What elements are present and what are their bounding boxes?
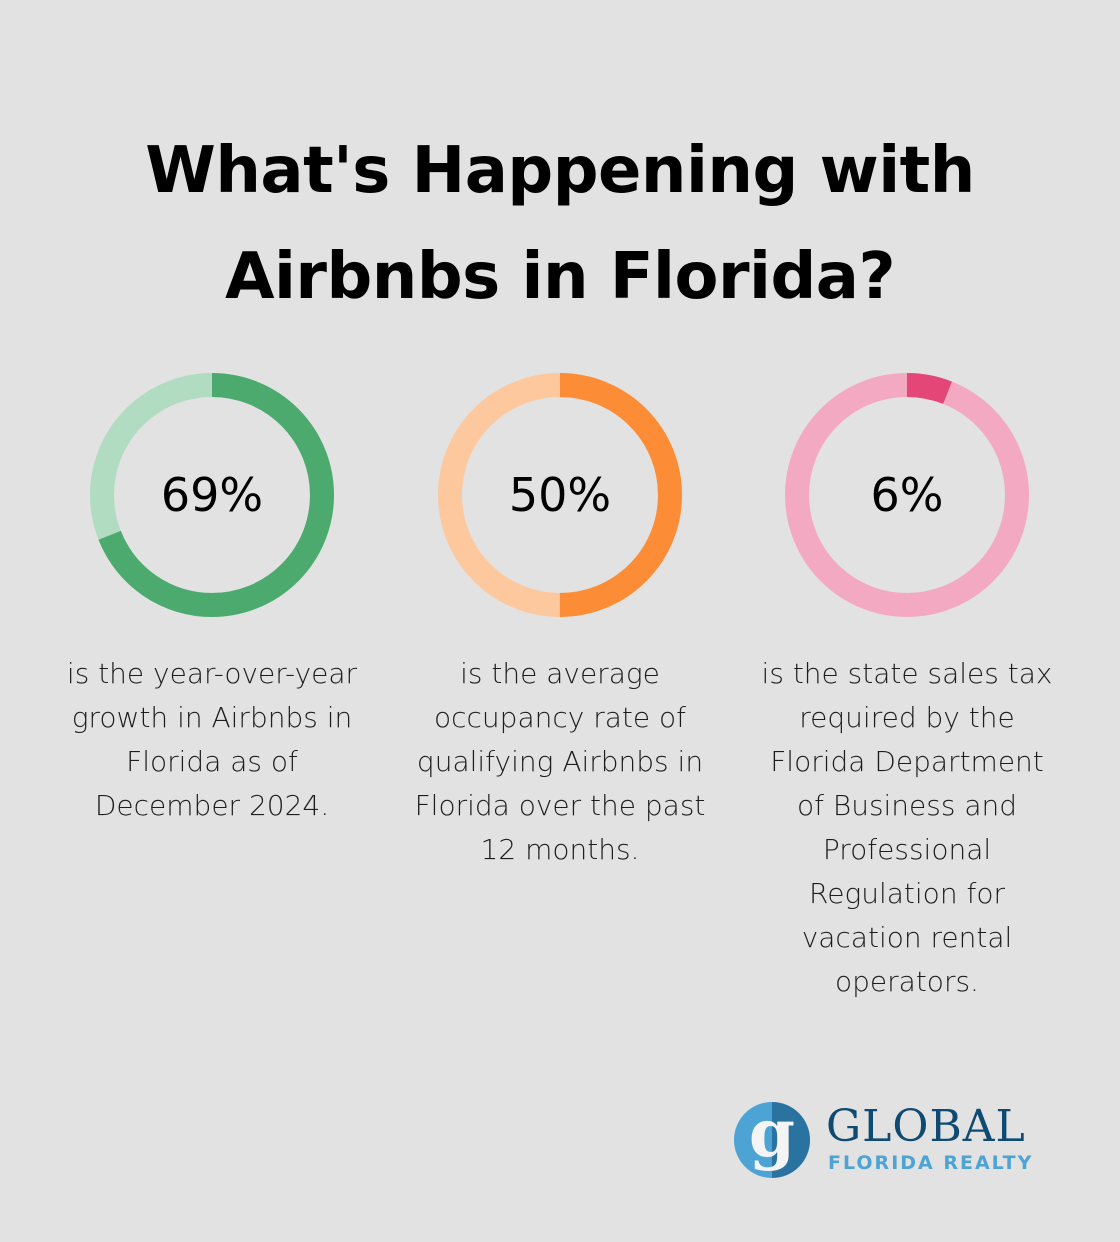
title-line-1: What's Happening with xyxy=(145,134,975,208)
donut-chart-growth: 69% xyxy=(90,373,334,617)
donut-chart-occupancy: 50% xyxy=(438,373,682,617)
stat-occupancy: 50% is the average occupancy rate of qua… xyxy=(400,373,720,872)
stat-description: is the state sales tax required by the F… xyxy=(761,657,1053,998)
stat-value: 50% xyxy=(508,468,612,522)
stat-value: 6% xyxy=(870,468,944,522)
logo-tagline: FLORIDA REALTY xyxy=(828,1152,1034,1174)
global-florida-realty-logo: g GLOBAL FLORIDA REALTY xyxy=(732,1100,1062,1180)
stat-description: is the average occupancy rate of qualify… xyxy=(414,657,706,866)
stat-value: 69% xyxy=(160,468,264,522)
logo-g-icon: g xyxy=(734,1100,810,1178)
logo-name: GLOBAL xyxy=(826,1101,1026,1152)
donut-ring xyxy=(785,373,1029,617)
title-line-2: Airbnbs in Florida? xyxy=(224,240,896,314)
stat-growth: 69% is the year-over-year growth in Airb… xyxy=(52,373,372,828)
svg-text:g: g xyxy=(749,1100,795,1172)
donut-chart-sales-tax: 6% xyxy=(785,373,1029,617)
donut-ring xyxy=(438,373,682,617)
donut-ring xyxy=(90,373,334,617)
stat-sales-tax: 6% is the state sales tax required by th… xyxy=(747,373,1067,1004)
page-title: What's Happening with Airbnbs in Florida… xyxy=(0,118,1120,330)
stat-description: is the year-over-year growth in Airbnbs … xyxy=(66,657,358,822)
